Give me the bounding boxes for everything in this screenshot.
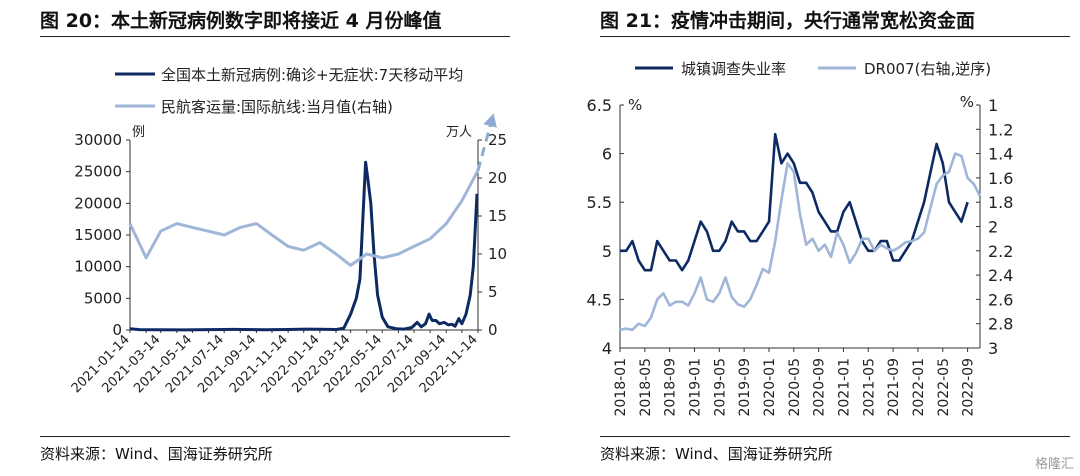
series-line-2 bbox=[128, 169, 480, 267]
y-tick-label-right: 1.4 bbox=[988, 145, 1013, 164]
y-tick-label-left: 4 bbox=[602, 339, 612, 358]
legend-label-1: 城镇调查失业率 bbox=[681, 60, 786, 78]
x-tick-label: 2019-01 bbox=[687, 358, 703, 417]
figure-title: 图 20：本土新冠病例数字即将接近 4 月份峰值 bbox=[40, 10, 442, 32]
figure-title: 图 21：疫情冲击期间，央行通常宽松资金面 bbox=[600, 10, 976, 32]
y-tick-label-right: 5 bbox=[488, 283, 498, 301]
y-tick-label-right: 0 bbox=[488, 321, 498, 339]
legend-label-2: DR007(右轴,逆序) bbox=[864, 60, 991, 78]
y-tick-label-right: 2 bbox=[988, 218, 998, 237]
watermark-text: 格隆汇 bbox=[1034, 457, 1074, 472]
y-tick-label-right: 2.4 bbox=[988, 266, 1013, 285]
x-tick-label: 2021-05 bbox=[861, 358, 877, 417]
y-tick-label-left: 30000 bbox=[74, 131, 122, 149]
title-rule bbox=[40, 36, 510, 37]
y-tick-label-left: 6.5 bbox=[587, 96, 612, 115]
title-rule bbox=[600, 36, 1070, 37]
y-tick-label-right: 1.8 bbox=[988, 193, 1013, 212]
y-tick-label-right: 10 bbox=[488, 245, 507, 263]
y-tick-label-left: 5 bbox=[602, 242, 612, 261]
unemployment-dr007-chart: 4 4.5 5 5.5 6 6.5 1 1.2 1.4 1.6 1.8 2 2.2 2.4 2.6 2.8 3%… bbox=[587, 60, 1014, 417]
x-tick-label: 2018-09 bbox=[663, 358, 679, 417]
x-tick-label: 2019-05 bbox=[712, 358, 728, 417]
series-line-2 bbox=[619, 152, 982, 332]
y-tick-label-left: 4.5 bbox=[587, 290, 612, 309]
covid-flights-chart: 0 5000 10000 15000 20000 25000 30000 0 5 10 15 20 25… bbox=[69, 66, 507, 396]
projection-arrow-head bbox=[483, 113, 497, 128]
figure-21: 图 21：疫情冲击期间，央行通常宽松资金面 4 4.5 5 5.5 6 6.5 1 1.2 1.… bbox=[560, 0, 1080, 476]
y-tick-label-right: 20 bbox=[488, 169, 507, 187]
y-tick-label-left: 6 bbox=[602, 145, 612, 164]
x-tick-label: 2019-09 bbox=[737, 358, 753, 417]
x-tick-label: 2021-09 bbox=[886, 358, 902, 417]
x-tick-label: 2020-09 bbox=[812, 358, 828, 417]
y-tick-label-right: 1.6 bbox=[988, 169, 1013, 188]
figure-20: 图 20：本土新冠病例数字即将接近 4 月份峰值 0 5000 10000 15000… bbox=[0, 0, 520, 476]
x-tick-label: 2021-01 bbox=[836, 358, 852, 417]
y-unit-left: % bbox=[628, 96, 642, 114]
y-tick-label-right: 3 bbox=[988, 339, 998, 358]
y-tick-label-left: 15000 bbox=[74, 226, 122, 244]
x-tick-label: 2018-05 bbox=[638, 358, 654, 417]
y-tick-label-right: 2.2 bbox=[988, 242, 1013, 261]
series-line-1 bbox=[620, 132, 969, 272]
y-tick-label-right: 1.2 bbox=[988, 120, 1013, 139]
y-tick-label-right: 15 bbox=[488, 207, 507, 225]
y-tick-label-left: 10000 bbox=[74, 258, 122, 276]
series-line-1 bbox=[129, 160, 479, 332]
x-tick-label: 2018-01 bbox=[613, 358, 629, 417]
y-tick-label-right: 2.8 bbox=[988, 315, 1013, 334]
y-unit-left: 例 bbox=[132, 125, 145, 140]
y-tick-label-left: 5.5 bbox=[587, 193, 612, 212]
y-tick-label-left: 20000 bbox=[74, 194, 122, 212]
x-tick-label: 2022-01 bbox=[911, 358, 927, 417]
y-tick-label-right: 2.6 bbox=[988, 290, 1013, 309]
figure-source: 资料来源：Wind、国海证券研究所 bbox=[600, 445, 833, 463]
x-tick-label: 2020-05 bbox=[787, 358, 803, 417]
source-rule bbox=[40, 436, 510, 437]
y-unit-right: % bbox=[960, 93, 974, 111]
x-tick-label: 2022-05 bbox=[936, 358, 952, 417]
y-tick-label-left: 5000 bbox=[84, 289, 122, 307]
y-tick-label-left: 25000 bbox=[74, 163, 122, 181]
source-rule bbox=[600, 436, 1070, 437]
y-tick-label-right: 25 bbox=[488, 131, 507, 149]
legend-label-1: 全国本土新冠病例:确诊+无症状:7天移动平均 bbox=[161, 66, 463, 84]
y-unit-right: 万人 bbox=[446, 125, 472, 140]
figure-source: 资料来源：Wind、国海证券研究所 bbox=[40, 445, 273, 463]
legend-label-2: 民航客运量:国际航线:当月值(右轴) bbox=[161, 98, 393, 116]
x-tick-label: 2020-01 bbox=[762, 358, 778, 417]
x-tick-label: 2022-09 bbox=[961, 358, 977, 417]
y-tick-label-right: 1 bbox=[988, 96, 998, 115]
y-tick-label-left: 0 bbox=[112, 321, 122, 339]
